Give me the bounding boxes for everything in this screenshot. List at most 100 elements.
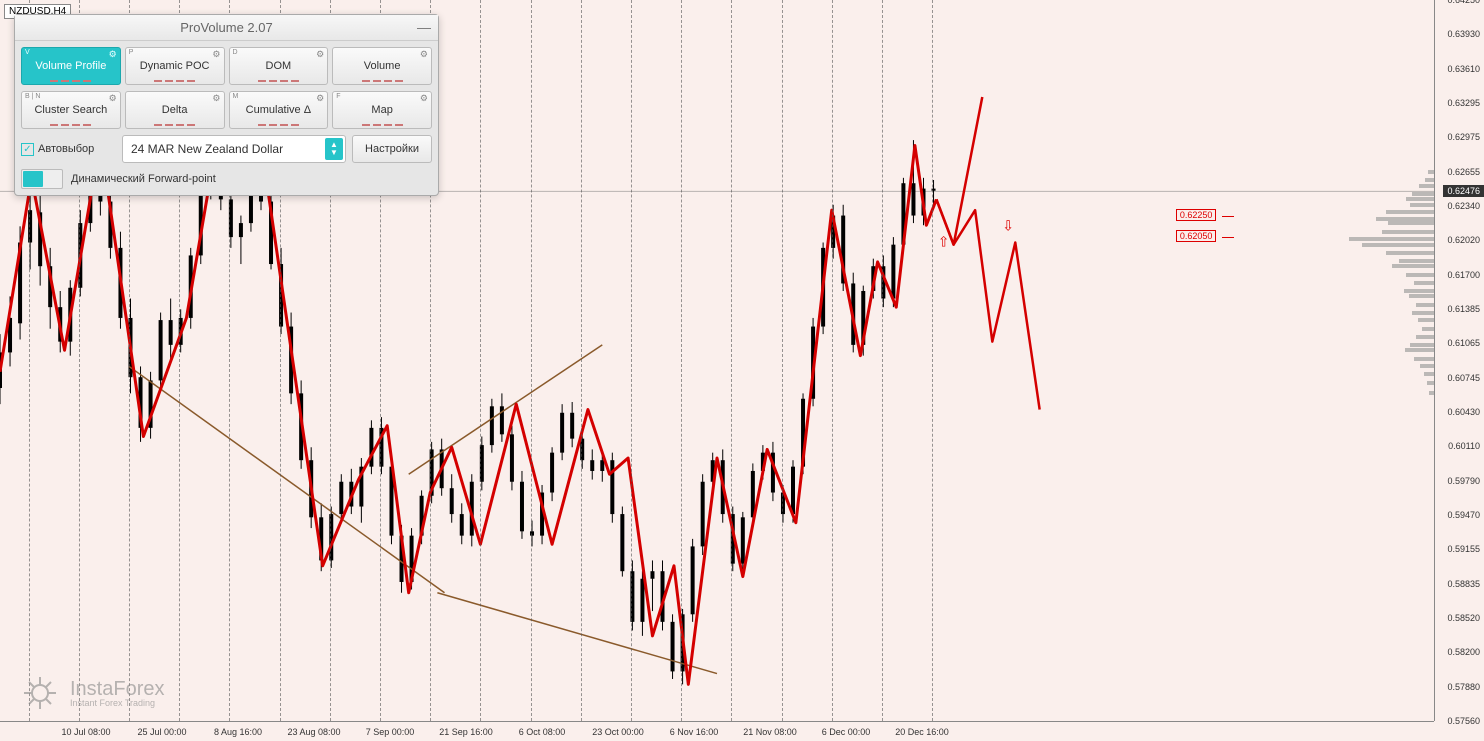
instrument-select[interactable]: 24 MAR New Zealand Dollar ▲▼	[122, 135, 346, 163]
y-tick: 0.61065	[1447, 338, 1480, 348]
x-tick: 23 Aug 08:00	[288, 727, 341, 737]
gear-icon[interactable]: ⚙	[109, 49, 117, 60]
checkbox-label: Автовыбор	[38, 143, 94, 155]
tool-button-dynamic-poc[interactable]: P ⚙ Dynamic POC	[125, 47, 225, 85]
tool-label: Dynamic POC	[140, 60, 210, 72]
volume-profile-bar	[1405, 348, 1434, 352]
volume-profile-bar	[1399, 259, 1434, 263]
x-tick: 21 Nov 08:00	[743, 727, 797, 737]
gear-icon[interactable]: ⚙	[212, 49, 220, 60]
button-row-2: B | N ⚙ Cluster Search ⚙ Delta M ⚙ Cumul…	[21, 91, 432, 129]
vertical-line	[531, 0, 532, 721]
y-tick: 0.62340	[1447, 201, 1480, 211]
volume-profile-bar	[1388, 221, 1434, 225]
y-tick: 0.64250	[1447, 0, 1480, 5]
plugin-window[interactable]: ProVolume 2.07 — V ⚙ Volume Profile P ⚙ …	[14, 14, 439, 196]
price-label: 0.62250	[1176, 209, 1217, 221]
y-tick: 0.60430	[1447, 407, 1480, 417]
dashes-icon	[234, 124, 324, 126]
hotkey-label: P	[129, 49, 134, 56]
dashes-icon	[130, 80, 220, 82]
volume-profile-bar	[1419, 184, 1434, 188]
volume-profile-bar	[1427, 381, 1434, 385]
y-axis: 0.642500.639300.636100.632950.629750.626…	[1434, 0, 1484, 721]
volume-profile-bar	[1386, 251, 1434, 255]
arrow-down-icon: ⇩	[1002, 218, 1014, 235]
toggle-label: Динамический Forward-point	[71, 173, 216, 185]
checkbox-icon: ✓	[21, 143, 34, 156]
dashes-icon	[26, 124, 116, 126]
vertical-line	[882, 0, 883, 721]
volume-profile-bar	[1409, 294, 1434, 298]
chart-container: NZDUSD,H4 0.622500.62050⇧⇩ 0.642500.6393…	[0, 0, 1484, 741]
x-axis: 10 Jul 08:0025 Jul 00:008 Aug 16:0023 Au…	[0, 721, 1434, 741]
tool-button-cluster-search[interactable]: B | N ⚙ Cluster Search	[21, 91, 121, 129]
tool-label: Cluster Search	[34, 104, 107, 116]
tool-label: Volume	[364, 60, 401, 72]
tool-button-cumulative-[interactable]: M ⚙ Cumulative Δ	[229, 91, 329, 129]
dashes-icon	[234, 80, 324, 82]
gear-icon[interactable]: ⚙	[316, 49, 324, 60]
watermark-sub: Instant Forex Trading	[70, 699, 164, 708]
gear-icon[interactable]: ⚙	[316, 93, 324, 104]
y-tick: 0.60110	[1448, 441, 1480, 451]
price-label-line	[1222, 237, 1234, 238]
plugin-titlebar[interactable]: ProVolume 2.07 —	[15, 15, 438, 41]
volume-profile-bar	[1425, 178, 1434, 182]
spinner-icon[interactable]: ▲▼	[325, 138, 343, 160]
minimize-icon[interactable]: —	[416, 19, 432, 35]
volume-profile-bar	[1414, 281, 1434, 285]
current-price: 0.62476	[1443, 185, 1484, 197]
x-tick: 6 Oct 08:00	[519, 727, 566, 737]
vertical-line	[681, 0, 682, 721]
vertical-line	[782, 0, 783, 721]
y-tick: 0.63930	[1447, 29, 1480, 39]
y-tick: 0.59155	[1447, 544, 1480, 554]
vertical-line	[832, 0, 833, 721]
volume-profile-bar	[1406, 273, 1434, 277]
x-tick: 10 Jul 08:00	[62, 727, 111, 737]
y-tick: 0.62975	[1447, 132, 1480, 142]
autoselect-checkbox[interactable]: ✓ Автовыбор	[21, 143, 116, 156]
y-tick: 0.60745	[1447, 373, 1480, 383]
y-tick: 0.61385	[1447, 304, 1480, 314]
tool-label: Cumulative Δ	[246, 104, 311, 116]
y-tick: 0.57880	[1447, 682, 1480, 692]
tool-button-dom[interactable]: D ⚙ DOM	[229, 47, 329, 85]
volume-profile-bar	[1418, 318, 1434, 322]
volume-profile-bar	[1410, 203, 1434, 207]
gear-icon[interactable]: ⚙	[420, 93, 428, 104]
vertical-line	[480, 0, 481, 721]
tool-button-volume[interactable]: ⚙ Volume	[332, 47, 432, 85]
watermark-icon	[20, 673, 60, 713]
plugin-title: ProVolume 2.07	[180, 20, 273, 35]
price-label: 0.62050	[1176, 230, 1217, 242]
arrow-up-icon: ⇧	[938, 234, 950, 251]
hotkey-label: B | N	[25, 93, 40, 100]
x-tick: 23 Oct 00:00	[592, 727, 644, 737]
volume-profile-bar	[1406, 197, 1434, 201]
hotkey-label: F	[336, 93, 340, 100]
forward-point-toggle[interactable]	[21, 169, 63, 189]
y-tick: 0.59790	[1447, 476, 1480, 486]
gear-icon[interactable]: ⚙	[109, 93, 117, 104]
volume-profile-bar	[1414, 357, 1434, 361]
dashes-icon	[337, 124, 427, 126]
y-tick: 0.58200	[1447, 647, 1480, 657]
tool-button-map[interactable]: F ⚙ Map	[332, 91, 432, 129]
vertical-line	[581, 0, 582, 721]
gear-icon[interactable]: ⚙	[420, 49, 428, 60]
dashes-icon	[26, 80, 116, 82]
volume-profile-bar	[1416, 303, 1434, 307]
settings-button[interactable]: Настройки	[352, 135, 432, 163]
gear-icon[interactable]: ⚙	[212, 93, 220, 104]
tool-button-delta[interactable]: ⚙ Delta	[125, 91, 225, 129]
y-tick: 0.58520	[1447, 613, 1480, 623]
volume-profile-bar	[1404, 289, 1434, 293]
hotkey-label: V	[25, 49, 30, 56]
tool-button-volume-profile[interactable]: V ⚙ Volume Profile	[21, 47, 121, 85]
volume-profile-bar	[1412, 311, 1434, 315]
y-tick: 0.61700	[1447, 270, 1480, 280]
toggle-knob	[23, 171, 43, 187]
y-tick: 0.62020	[1447, 235, 1480, 245]
